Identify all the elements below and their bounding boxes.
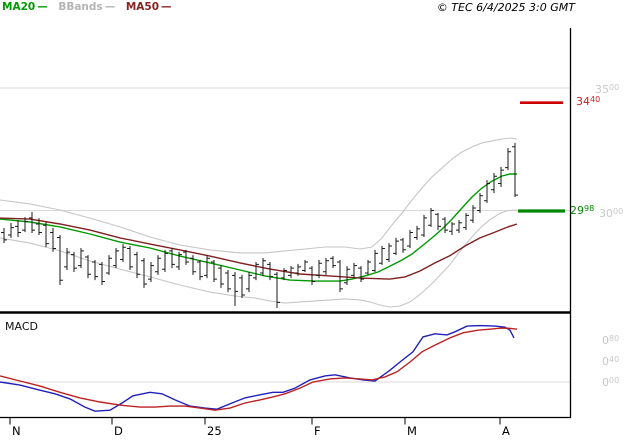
x-axis-label-mar: M	[407, 424, 417, 438]
legend-bbands-line-swatch: —	[104, 1, 116, 13]
label-sup: 40	[590, 95, 601, 104]
legend-ma50-label: MA50	[125, 1, 160, 13]
x-axis-ticks	[9, 417, 501, 425]
label-main: 0	[602, 355, 609, 368]
macd-axis-label-040: 040	[602, 355, 620, 369]
series-signal_line	[0, 327, 518, 411]
label-main: 0	[602, 334, 609, 347]
legend-bbands-label: BBands	[58, 1, 103, 13]
x-axis-label-apr: A	[502, 424, 510, 438]
legend-ma50-line-swatch: —	[161, 1, 172, 13]
chart-legend: MA20— BBands — MA50—	[2, 1, 179, 13]
macd-axis-label-080: 080	[602, 334, 620, 348]
x-axis-label-feb: F	[314, 424, 321, 438]
label-main: 29	[570, 204, 584, 217]
x-axis-label-dec: D	[114, 424, 123, 438]
series-BB_upper	[0, 137, 518, 254]
legend-ma20-line-swatch: —	[37, 1, 48, 13]
macd-panel-title: MACD	[5, 320, 38, 333]
series-BB_lower	[0, 209, 518, 308]
label-sup: 00	[609, 376, 620, 385]
series-MACD_line	[0, 324, 515, 412]
label-main: 30	[599, 207, 613, 220]
price-axis-label-3000: 3000	[599, 207, 624, 221]
price-axis-label-3500: 3500	[595, 83, 620, 97]
series-MA50	[0, 217, 518, 280]
x-axis-label-jan25: 25	[207, 424, 222, 438]
label-main: 0	[602, 376, 609, 389]
label-main: 34	[576, 95, 590, 108]
ohlc-bars	[1, 142, 518, 308]
series-MA20	[0, 173, 517, 282]
legend-item-ma20: MA20—	[2, 1, 48, 13]
legend-ma20-label: MA20	[2, 1, 36, 13]
x-axis-label-nov: N	[12, 424, 21, 438]
plot-layer	[0, 87, 570, 412]
legend-item-ma50: MA50—	[126, 1, 172, 13]
label-sup: 40	[609, 355, 620, 364]
label-sup: 98	[584, 204, 595, 213]
price-level-label-3440: 3440	[576, 95, 601, 109]
label-main: 35	[595, 83, 609, 96]
label-sup: 00	[613, 207, 624, 216]
label-sup: 80	[609, 334, 620, 343]
legend-item-bbands: BBands —	[58, 1, 115, 13]
price-level-label-2998: 2998	[570, 204, 595, 218]
copyright-text: © TEC 6/4/2025 3:0 GMT	[436, 1, 575, 14]
label-sup: 00	[609, 83, 620, 92]
macd-axis-label-000: 000	[602, 376, 620, 390]
